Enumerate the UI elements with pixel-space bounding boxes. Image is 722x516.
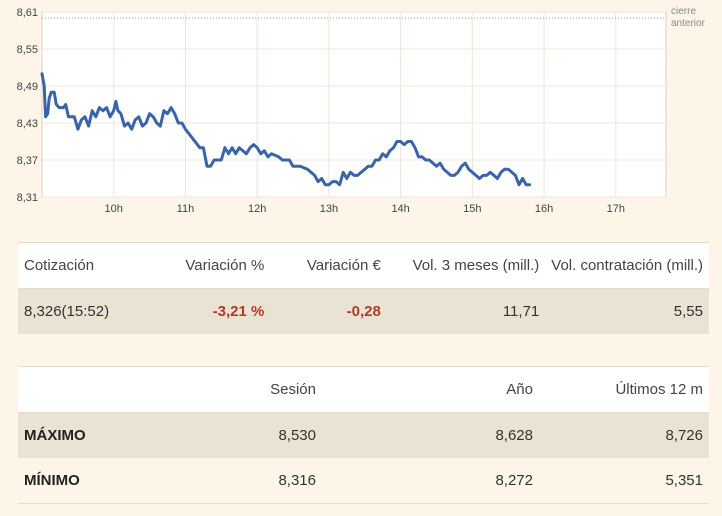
header-variacion-pct: Variación %	[144, 242, 271, 289]
header-ultimos-12m: Últimos 12 m	[539, 366, 709, 413]
x-tick-label: 17h	[607, 203, 625, 215]
y-tick-label: 8,37	[17, 155, 38, 167]
x-tick-label: 12h	[248, 203, 266, 215]
y-tick-label: 8,43	[17, 118, 38, 130]
chart-svg: 8,31 8,37 8,43 8,49 8,55 8,61 10h 11h 12h 13h 14h…	[17, 6, 706, 215]
cell-variacion-pct: -3,21 %	[144, 288, 271, 334]
x-tick-label: 14h	[391, 203, 409, 215]
range-header-row: Sesión Año Últimos 12 m	[18, 366, 709, 413]
x-tick-label: 16h	[535, 203, 553, 215]
cell-maximo-ultimos: 8,726	[539, 412, 709, 458]
row-maximo: MÁXIMO 8,530 8,628 8,726	[18, 412, 709, 458]
x-tick-label: 11h	[177, 203, 195, 215]
range-table: Sesión Año Últimos 12 m MÁXIMO 8,530 8,6…	[18, 366, 709, 504]
reference-label-line1: cierre	[671, 6, 696, 17]
reference-label-line2: anterior	[671, 18, 706, 29]
header-cotizacion: Cotización	[18, 242, 145, 289]
header-sesion: Sesión	[150, 366, 322, 413]
y-tick-label: 8,55	[17, 44, 38, 56]
x-tick-label: 15h	[463, 203, 481, 215]
quote-table: Cotización Variación % Variación € Vol. …	[18, 242, 709, 334]
plot-area	[41, 11, 667, 198]
header-anio: Año	[322, 366, 539, 413]
x-tick-label: 13h	[320, 203, 338, 215]
y-tick-label: 8,31	[17, 192, 38, 204]
price-line	[40, 72, 532, 187]
cell-minimo-anio: 8,272	[322, 458, 539, 504]
header-label	[18, 366, 150, 413]
cell-maximo-sesion: 8,530	[150, 412, 322, 458]
x-tick-label: 10h	[105, 203, 123, 215]
cell-variacion-eur: -0,28	[270, 288, 387, 334]
cell-minimo-sesion: 8,316	[150, 458, 322, 504]
y-tick-label: 8,61	[17, 7, 38, 19]
quote-header-row: Cotización Variación % Variación € Vol. …	[18, 242, 709, 289]
cell-maximo-anio: 8,628	[322, 412, 539, 458]
header-vol-3-meses: Vol. 3 meses (mill.)	[386, 242, 546, 289]
header-vol-contratacion: Vol. contratación (mill.)	[545, 242, 709, 289]
cell-vol-contratacion: 5,55	[545, 288, 709, 334]
cell-vol-3-meses: 11,71	[386, 288, 546, 334]
cell-cotizacion: 8,326(15:52)	[18, 288, 145, 334]
row-minimo: MÍNIMO 8,316 8,272 5,351	[18, 458, 709, 504]
intraday-price-chart: 8,31 8,37 8,43 8,49 8,55 8,61 10h 11h 12h 13h 14h…	[0, 0, 722, 222]
quote-row: 8,326(15:52) -3,21 % -0,28 11,71 5,55	[18, 288, 709, 334]
cell-minimo-label: MÍNIMO	[18, 458, 150, 504]
header-variacion-eur: Variación €	[270, 242, 387, 289]
cell-maximo-label: MÁXIMO	[18, 412, 150, 458]
y-tick-label: 8,49	[17, 81, 38, 93]
cell-minimo-ultimos: 5,351	[539, 458, 709, 504]
